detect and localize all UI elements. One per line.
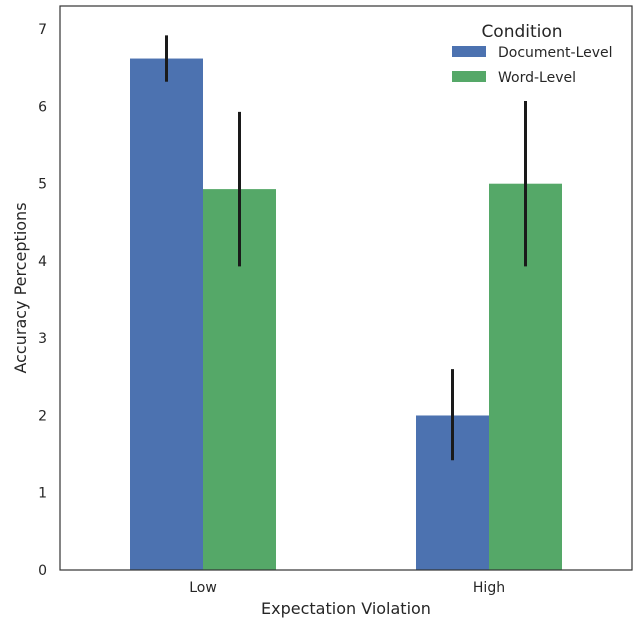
legend: Condition Document-Level Word-Level — [452, 22, 613, 86]
legend-swatch-word-level — [452, 71, 486, 82]
y-tick-label: 1 — [38, 486, 47, 502]
x-tick-label: Low — [189, 580, 217, 596]
x-axis-label: Expectation Violation — [261, 599, 431, 618]
legend-label-word-level: Word-Level — [498, 70, 576, 86]
y-tick-label: 5 — [38, 177, 47, 193]
x-tick-label: High — [473, 580, 505, 596]
plot-frame — [59, 5, 633, 571]
y-tick-label: 4 — [38, 254, 47, 270]
legend-label-document-level: Document-Level — [498, 45, 613, 61]
y-tick-label: 3 — [38, 331, 47, 347]
legend-title: Condition — [481, 22, 562, 42]
y-tick-label: 7 — [38, 22, 47, 38]
y-tick-label: 2 — [38, 408, 47, 424]
y-axis-label: Accuracy Perceptions — [11, 202, 30, 373]
y-tick-label: 6 — [38, 99, 47, 115]
y-tick-label: 0 — [38, 563, 47, 579]
bar-document-level-low — [130, 58, 203, 570]
legend-swatch-document-level — [452, 46, 486, 57]
